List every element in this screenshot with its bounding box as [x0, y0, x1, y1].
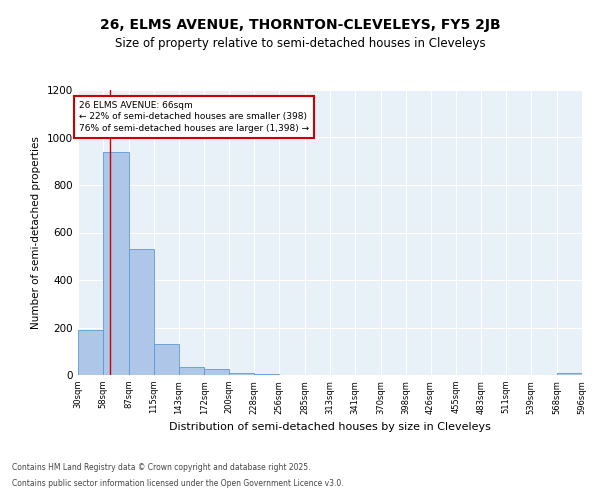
Bar	[129, 249, 154, 375]
Bar	[557, 372, 582, 375]
Bar	[205, 369, 229, 375]
X-axis label: Distribution of semi-detached houses by size in Cleveleys: Distribution of semi-detached houses by …	[169, 422, 491, 432]
Text: 26 ELMS AVENUE: 66sqm
← 22% of semi-detached houses are smaller (398)
76% of sem: 26 ELMS AVENUE: 66sqm ← 22% of semi-deta…	[79, 100, 309, 134]
Y-axis label: Number of semi-detached properties: Number of semi-detached properties	[31, 136, 41, 329]
Text: Contains HM Land Registry data © Crown copyright and database right 2025.: Contains HM Land Registry data © Crown c…	[12, 464, 311, 472]
Bar	[179, 366, 205, 375]
Bar	[78, 330, 103, 375]
Bar	[154, 344, 179, 375]
Bar	[103, 152, 129, 375]
Text: Contains public sector information licensed under the Open Government Licence v3: Contains public sector information licen…	[12, 478, 344, 488]
Bar	[254, 374, 279, 375]
Text: Size of property relative to semi-detached houses in Cleveleys: Size of property relative to semi-detach…	[115, 38, 485, 51]
Bar	[229, 372, 254, 375]
Text: 26, ELMS AVENUE, THORNTON-CLEVELEYS, FY5 2JB: 26, ELMS AVENUE, THORNTON-CLEVELEYS, FY5…	[100, 18, 500, 32]
